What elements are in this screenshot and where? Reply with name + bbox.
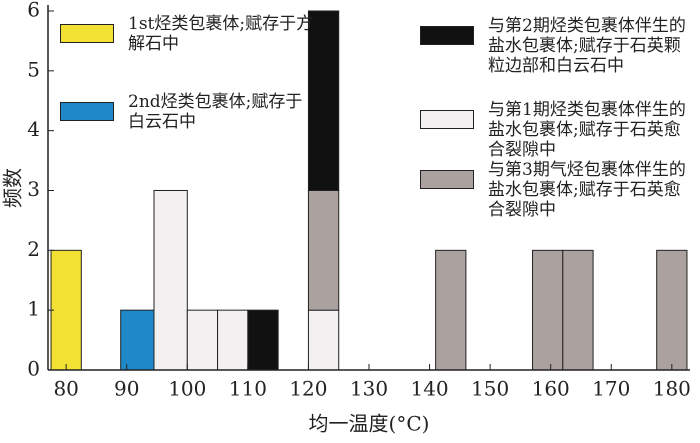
legend-swatch xyxy=(420,110,474,129)
legend-label: 2nd烃类包裹体;赋存于白云石中 xyxy=(128,92,303,132)
y-tick-label: 1 xyxy=(27,297,40,321)
bar xyxy=(153,189,188,371)
bar xyxy=(307,10,340,191)
legend-item: 与第3期气烃包裹体伴生的盐水包裹体;赋存于石英愈合裂隙中 xyxy=(420,160,690,220)
legend-item: 2nd烃类包裹体;赋存于白云石中 xyxy=(60,92,320,132)
legend-label: 与第1期烃类包裹体伴生的盐水包裹体;赋存于石英愈合裂隙中 xyxy=(488,100,686,160)
x-tick-label: 110 xyxy=(229,377,267,401)
legend-swatch xyxy=(60,24,114,43)
bar xyxy=(307,189,340,311)
bar xyxy=(307,309,340,371)
legend-swatch xyxy=(420,170,474,189)
x-tick-label: 170 xyxy=(592,377,630,401)
bar xyxy=(247,309,279,371)
legend-item: 1st烃类包裹体;赋存于方解石中 xyxy=(60,14,320,54)
y-tick-label: 4 xyxy=(27,117,40,141)
legend-item: 与第1期烃类包裹体伴生的盐水包裹体;赋存于石英愈合裂隙中 xyxy=(420,100,690,160)
bar xyxy=(532,249,564,371)
bar xyxy=(435,249,467,371)
bar xyxy=(217,309,249,371)
legend-label: 与第3期气烃包裹体伴生的盐水包裹体;赋存于石英愈合裂隙中 xyxy=(488,160,686,220)
x-tick-label: 100 xyxy=(168,377,206,401)
legend-swatch xyxy=(60,102,114,121)
bar xyxy=(562,249,594,371)
bar xyxy=(186,309,219,371)
x-tick-label: 150 xyxy=(471,377,509,401)
x-tick-label: 180 xyxy=(653,377,691,401)
legend-swatch xyxy=(420,26,474,45)
x-tick-label: 140 xyxy=(410,377,448,401)
x-tick-label: 160 xyxy=(532,377,570,401)
y-tick-label: 0 xyxy=(27,357,40,381)
y-tick-label: 6 xyxy=(27,0,40,21)
x-tick-label: 130 xyxy=(350,377,388,401)
y-tick-label: 3 xyxy=(27,177,40,201)
bar xyxy=(656,249,688,371)
legend-item: 与第2期烃类包裹体伴生的盐水包裹体;赋存于石英颗粒边部和白云石中 xyxy=(420,16,690,76)
x-axis-label: 均一温度(°C) xyxy=(309,412,430,436)
bar xyxy=(50,249,82,371)
legend-label: 1st烃类包裹体;赋存于方解石中 xyxy=(128,14,314,54)
x-tick-label: 90 xyxy=(114,377,139,401)
legend-label: 与第2期烃类包裹体伴生的盐水包裹体;赋存于石英颗粒边部和白云石中 xyxy=(488,16,686,76)
x-tick-label: 120 xyxy=(289,377,327,401)
bar xyxy=(120,309,155,371)
y-axis-label: 频数 xyxy=(1,168,25,208)
x-tick-label: 80 xyxy=(53,377,78,401)
y-tick-label: 5 xyxy=(27,57,40,81)
y-tick-label: 2 xyxy=(27,237,40,261)
